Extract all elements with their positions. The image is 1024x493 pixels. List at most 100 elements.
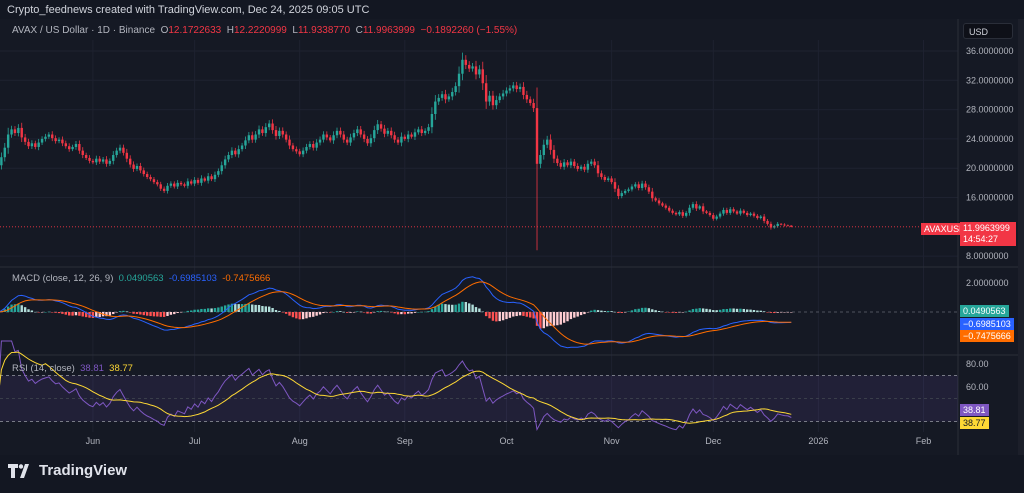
macd-histogram-bar xyxy=(691,309,695,312)
candle-body xyxy=(149,176,152,180)
candle-body xyxy=(396,139,400,143)
macd-histogram-bar xyxy=(264,306,268,312)
macd-histogram-bar xyxy=(715,310,718,312)
macd-histogram-bar xyxy=(749,309,752,312)
candle-body xyxy=(481,69,484,84)
macd-histogram-bar xyxy=(579,312,583,316)
macd-histogram-bar xyxy=(284,312,288,314)
candle-countdown: 14:54:27 xyxy=(963,234,999,244)
macd-histogram-bar xyxy=(78,312,81,316)
candle-body xyxy=(193,179,196,184)
candle-body xyxy=(162,188,166,191)
macd-histogram-bar xyxy=(461,301,464,312)
macd-histogram-bar xyxy=(47,311,51,313)
candle-body xyxy=(118,147,122,151)
candle-body xyxy=(471,66,474,69)
macd-legend[interactable]: MACD (close, 12, 26, 9) 0.0490563 -0.698… xyxy=(12,273,270,284)
macd-histogram-bar xyxy=(17,303,20,312)
tradingview-logo[interactable]: TradingView xyxy=(8,462,127,479)
candle-body xyxy=(78,144,81,151)
rsi-legend[interactable]: RSI (14, close) 38.81 38.77 xyxy=(12,363,133,374)
candle-body xyxy=(34,143,37,147)
candle-body xyxy=(291,145,295,150)
macd-histogram-bar xyxy=(515,312,518,317)
macd-histogram-bar xyxy=(745,309,749,312)
macd-histogram-bar xyxy=(640,307,644,312)
candle-body xyxy=(627,189,630,191)
candle-body xyxy=(593,161,596,166)
macd-histogram-bar xyxy=(356,311,359,312)
time-axis-label: Jul xyxy=(189,436,201,446)
time-axis-label: Jun xyxy=(86,436,101,446)
candle-body xyxy=(512,85,515,89)
macd-histogram-bar xyxy=(261,306,264,312)
candle-body xyxy=(390,130,393,136)
symbol-title[interactable]: AVAX / US Dollar · 1D · Binance xyxy=(12,25,156,36)
candle-body xyxy=(695,204,698,209)
macd-histogram-bar xyxy=(417,311,420,313)
candle-body xyxy=(125,152,129,159)
macd-histogram-bar xyxy=(440,303,444,312)
macd-histogram-bar xyxy=(383,311,386,313)
candle-body xyxy=(623,190,627,194)
candle-body xyxy=(152,179,156,183)
candle-body xyxy=(345,139,349,143)
candle-body xyxy=(329,137,332,141)
candle-body xyxy=(237,149,240,155)
macd-histogram-bar xyxy=(203,308,206,312)
macd-histogram-bar xyxy=(413,312,417,313)
symbol-legend: AVAX / US Dollar · 1D · Binance O12.1722… xyxy=(12,25,517,36)
candle-body xyxy=(10,129,13,135)
macd-histogram-bar xyxy=(115,312,118,313)
candle-body xyxy=(322,134,325,140)
candle-body xyxy=(617,188,620,197)
candle-body xyxy=(95,158,98,163)
chart-frame[interactable] xyxy=(0,19,1018,455)
macd-histogram-bar xyxy=(108,312,112,316)
macd-histogram-bar xyxy=(369,312,373,314)
candle-body xyxy=(505,90,508,94)
macd-histogram-bar xyxy=(244,303,247,312)
candle-body xyxy=(752,213,756,216)
candle-body xyxy=(295,149,298,152)
macd-histogram-bar xyxy=(139,312,142,315)
currency-button[interactable]: USD xyxy=(963,23,1013,39)
macd-histogram-bar xyxy=(474,307,478,312)
candle-body xyxy=(610,178,613,183)
candle-body xyxy=(484,83,488,102)
macd-histogram-bar xyxy=(627,311,630,313)
candle-body xyxy=(779,223,783,225)
macd-histogram-bar xyxy=(684,311,688,313)
logo-text: TradingView xyxy=(39,462,128,479)
macd-histogram-bar xyxy=(196,309,200,312)
rsi-axis-tick: 60.00 xyxy=(966,382,989,392)
macd-histogram-bar xyxy=(318,312,322,315)
candle-body xyxy=(0,157,3,166)
candle-body xyxy=(169,183,173,186)
macd-histogram-bar xyxy=(451,304,454,312)
open-label: O xyxy=(160,25,169,36)
candle-body xyxy=(312,144,315,148)
macd-histogram-bar xyxy=(596,310,600,312)
candle-body xyxy=(352,133,356,138)
candle-body xyxy=(457,73,461,87)
macd-histogram-bar xyxy=(162,312,166,317)
candle-body xyxy=(88,157,91,161)
candle-body xyxy=(173,183,176,187)
candle-body xyxy=(251,135,254,140)
macd-histogram-bar xyxy=(586,312,590,313)
macd-histogram-bar xyxy=(705,308,708,312)
macd-histogram-bar xyxy=(529,312,532,318)
candle-body xyxy=(688,207,691,213)
macd-histogram-bar xyxy=(237,304,240,312)
macd-histogram-bar xyxy=(95,312,98,318)
candle-body xyxy=(186,181,190,186)
candle-body xyxy=(179,182,183,185)
tradingview-logo-icon xyxy=(8,463,29,478)
macd-histogram-bar xyxy=(661,311,664,313)
macd-histogram-bar xyxy=(556,312,559,326)
candle-body xyxy=(122,147,125,153)
time-axis-label: Oct xyxy=(499,436,514,446)
macd-histogram-bar xyxy=(54,312,57,313)
